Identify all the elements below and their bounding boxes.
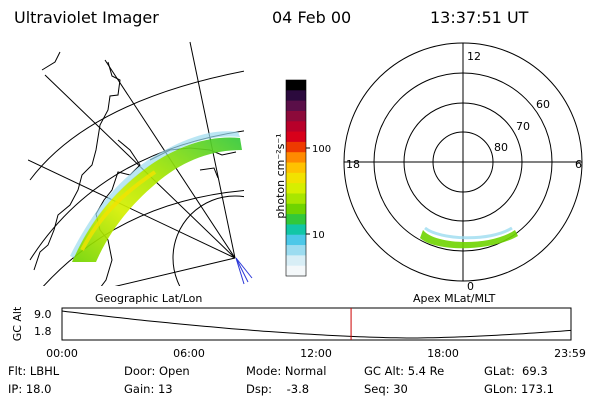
- colorbar-tick-100: 100: [312, 144, 331, 155]
- lat-label-80: 80: [494, 141, 508, 154]
- gc-alt-axis-label: GC Alt: [11, 306, 24, 341]
- polar-plot: 12 18 6 0 60 70 80: [343, 42, 583, 293]
- status-ip: IP: 18.0: [8, 382, 52, 396]
- auroral-band: [72, 137, 242, 262]
- colorbar-swatch: [286, 214, 306, 225]
- status-gain: Gain: 13: [124, 382, 173, 396]
- colorbar-swatch: [286, 245, 306, 256]
- status-glat: GLat: 69.3: [484, 364, 548, 378]
- x-tick-1800: 18:00: [427, 347, 459, 360]
- sun-direction-icon: [235, 257, 253, 285]
- colorbar-unit-label: photon cm⁻²s⁻¹: [274, 133, 287, 218]
- colorbar-swatch: [286, 255, 306, 267]
- status-gc-alt: GC Alt: 5.4 Re: [364, 364, 445, 378]
- instrument-title: Ultraviolet Imager: [14, 8, 159, 27]
- colorbar: 100 10 photon cm⁻²s⁻¹: [274, 79, 331, 277]
- mlt-label-12: 12: [467, 50, 481, 63]
- colorbar-swatch: [286, 162, 306, 174]
- colorbar-swatch: [286, 234, 306, 246]
- colorbar-swatch: [286, 90, 306, 102]
- colorbar-tick-10: 10: [312, 230, 325, 241]
- colorbar-swatch: [286, 131, 306, 143]
- geo-panel-label: Geographic Lat/Lon: [95, 292, 203, 305]
- polar-auroral-oval: [420, 230, 518, 249]
- colorbar-swatch: [286, 141, 306, 153]
- colorbar-swatch: [286, 110, 306, 122]
- colorbar-swatch: [286, 183, 306, 194]
- y-tick-max: 9.0: [34, 308, 52, 321]
- x-tick-0000: 00:00: [46, 347, 78, 360]
- status-glon: GLon: 173.1: [484, 382, 554, 396]
- y-tick-min: 1.8: [34, 325, 52, 338]
- lat-label-70: 70: [516, 120, 530, 133]
- colorbar-swatch: [286, 224, 306, 236]
- status-mode: Mode: Normal: [246, 364, 327, 378]
- status-seq: Seq: 30: [364, 382, 408, 396]
- status-filter: Flt: LBHL: [8, 364, 60, 378]
- colorbar-swatch: [286, 203, 306, 215]
- colorbar-swatch: [286, 121, 306, 133]
- colorbar-swatch: [286, 265, 306, 277]
- colorbar-swatch: [286, 152, 306, 164]
- status-dsp: Dsp: -3.8: [246, 382, 310, 396]
- x-tick-0600: 06:00: [173, 347, 205, 360]
- timeline: GC Alt 9.0 1.8 00:00 06:00 12:00 18:00 2…: [11, 306, 586, 360]
- lat-label-60: 60: [536, 98, 550, 111]
- date-label: 04 Feb 00: [272, 8, 352, 27]
- colorbar-swatch: [286, 80, 306, 91]
- mlt-label-6: 6: [575, 158, 582, 171]
- time-label: 13:37:51 UT: [430, 8, 529, 27]
- mlt-label-0: 0: [467, 280, 474, 293]
- colorbar-swatch: [286, 100, 306, 112]
- x-tick-1200: 12:00: [300, 347, 332, 360]
- mlt-label-18: 18: [346, 158, 360, 171]
- x-tick-2359: 23:59: [554, 347, 586, 360]
- polar-panel-label: Apex MLat/MLT: [413, 292, 496, 305]
- colorbar-swatch: [286, 193, 306, 205]
- colorbar-swatch: [286, 172, 306, 184]
- status-door: Door: Open: [124, 364, 190, 378]
